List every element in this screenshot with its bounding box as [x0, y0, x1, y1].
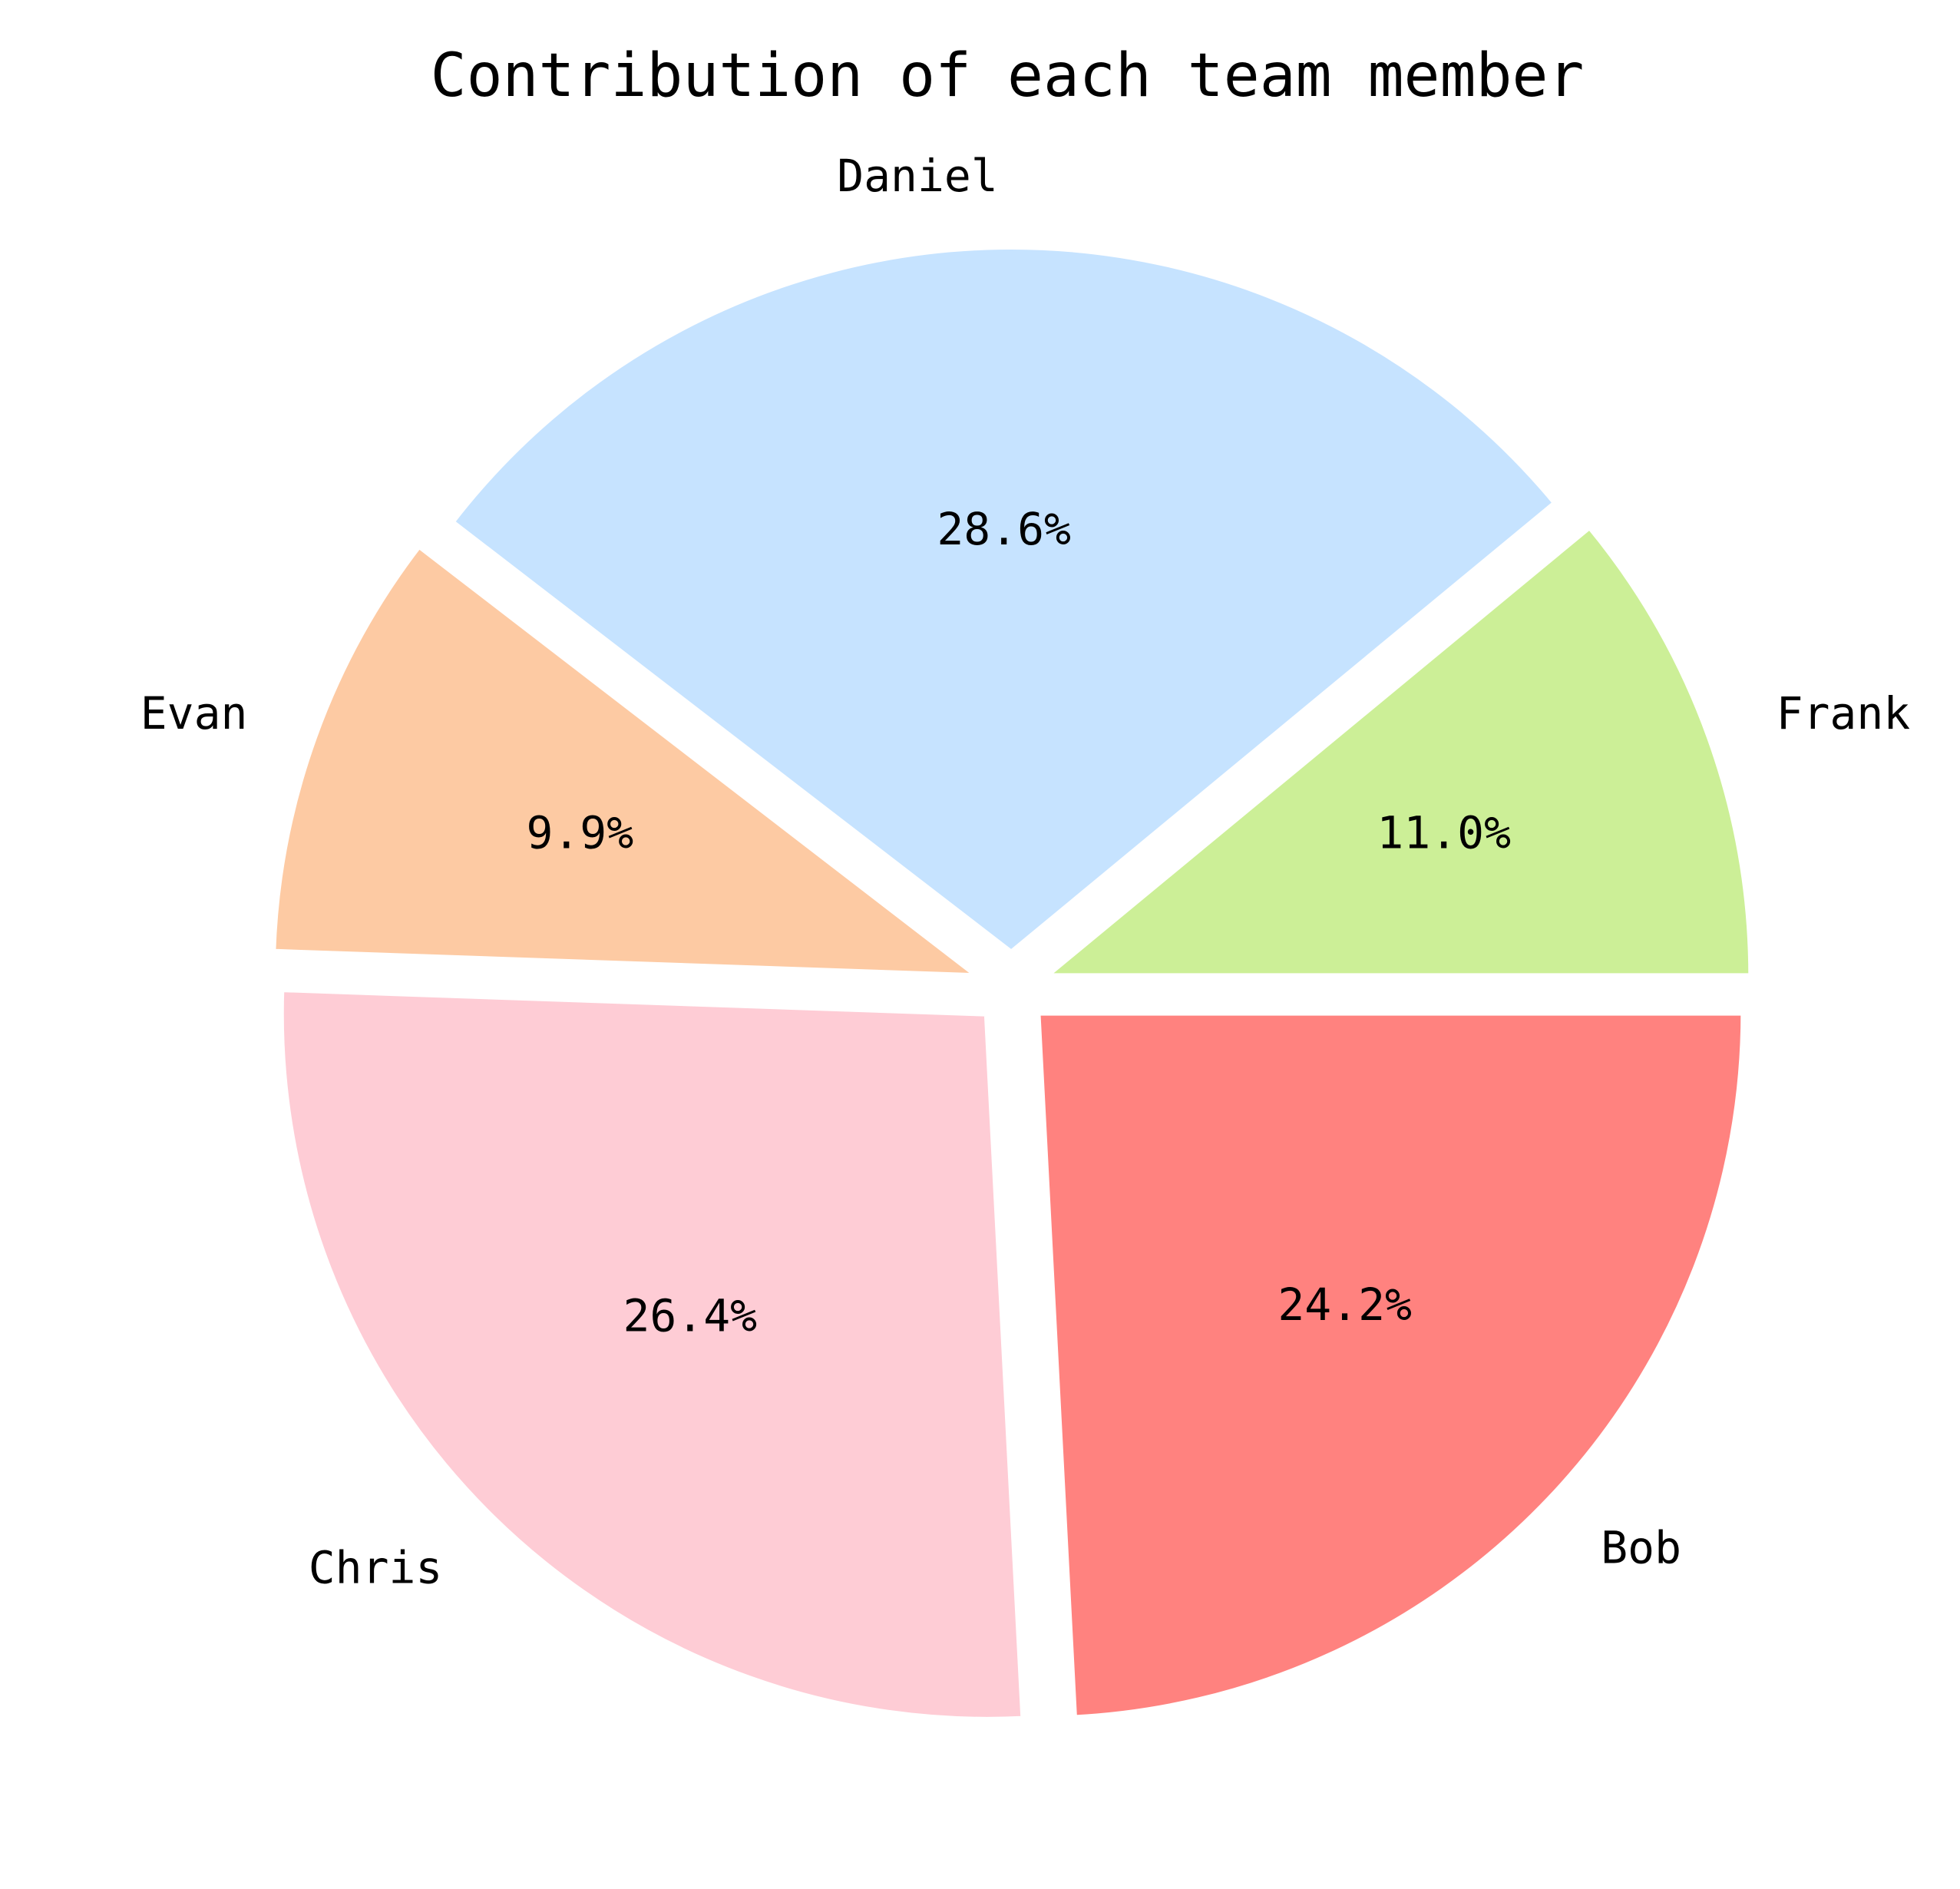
- pie-slice-daniel: [447, 243, 1561, 958]
- pie-slices: [269, 243, 1755, 1723]
- chart-title: Contribution of each team member: [431, 41, 1585, 111]
- slice-percent-evan: 9.9%: [526, 807, 633, 859]
- slice-label-daniel: Daniel: [837, 150, 998, 202]
- pie-labels: Frank 11.0% Daniel 28.6% Evan 9.9% Chris 26.4% B…: [140, 150, 1911, 1593]
- slice-percent-chris: 26.4%: [623, 1289, 758, 1341]
- slice-percent-bob: 24.2%: [1277, 1279, 1412, 1331]
- slice-label-evan: Evan: [140, 687, 248, 739]
- pie-slice-evan: [269, 541, 989, 980]
- slice-percent-frank: 11.0%: [1377, 807, 1511, 859]
- slice-label-chris: Chris: [309, 1542, 443, 1594]
- pie-slice-frank: [1036, 521, 1755, 980]
- slice-percent-daniel: 28.6%: [937, 503, 1071, 555]
- pie-slice-chris: [277, 985, 1027, 1723]
- pie-slice-bob: [1034, 1009, 1747, 1722]
- slice-label-bob: Bob: [1601, 1521, 1681, 1573]
- slice-label-frank: Frank: [1777, 687, 1911, 739]
